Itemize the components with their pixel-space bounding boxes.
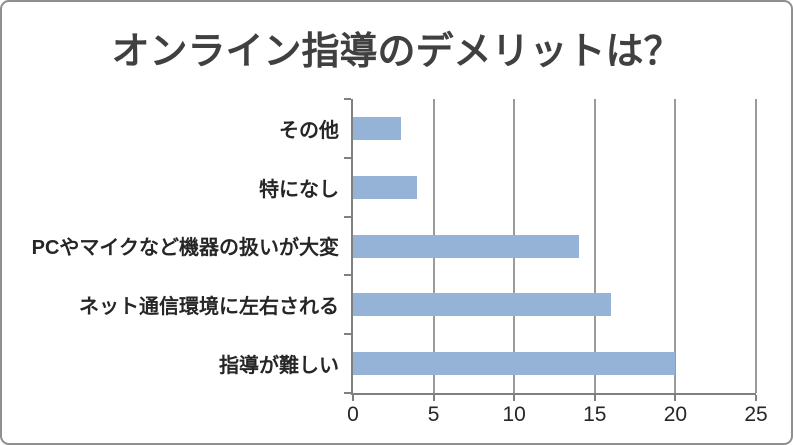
gridline-x-25 [755,99,757,393]
x-axis-line [351,393,756,395]
y-axis-tick [344,156,351,159]
x-tick-label-10: 10 [502,403,526,426]
y-axis-tick [344,333,351,336]
y-axis-tick [344,98,351,100]
x-axis-tick [755,395,757,401]
category-label-0: その他 [279,119,339,142]
x-tick-label-15: 15 [583,403,607,426]
x-axis-tick [352,395,354,401]
x-tick-label-5: 5 [427,403,440,426]
category-label-4: 指導が難しい [219,355,339,378]
category-label-1: 特になし [259,178,339,201]
category-label-2: PCやマイクなど機器の扱いが大変 [31,237,339,260]
x-tick-label-0: 0 [347,403,359,426]
bar-4 [353,352,676,376]
x-axis-tick [513,395,516,401]
x-tick-label-20: 20 [663,403,688,426]
y-axis-tick [344,274,351,277]
bar-0 [353,116,402,140]
x-axis-tick [593,395,596,401]
gridline-x-15 [593,99,596,393]
bar-1 [353,175,418,199]
x-axis-tick [674,395,677,401]
bar-2 [353,234,579,258]
bar-3 [353,293,611,317]
y-axis-tick [344,392,351,394]
chart-title: オンライン指導のデメリットは？ [111,31,682,73]
gridline-x-20 [674,99,677,393]
y-axis-line [351,99,353,395]
y-axis-tick [344,215,351,218]
category-label-3: ネット通信環境に左右される [79,296,339,319]
plot-area [344,98,757,401]
x-axis-tick [432,395,435,401]
x-tick-label-25: 25 [744,403,768,426]
category-axis-labels: その他特になし PCやマイクなど機器の扱いが大変ネット通信環境に左右される指導が難… [2,99,339,393]
